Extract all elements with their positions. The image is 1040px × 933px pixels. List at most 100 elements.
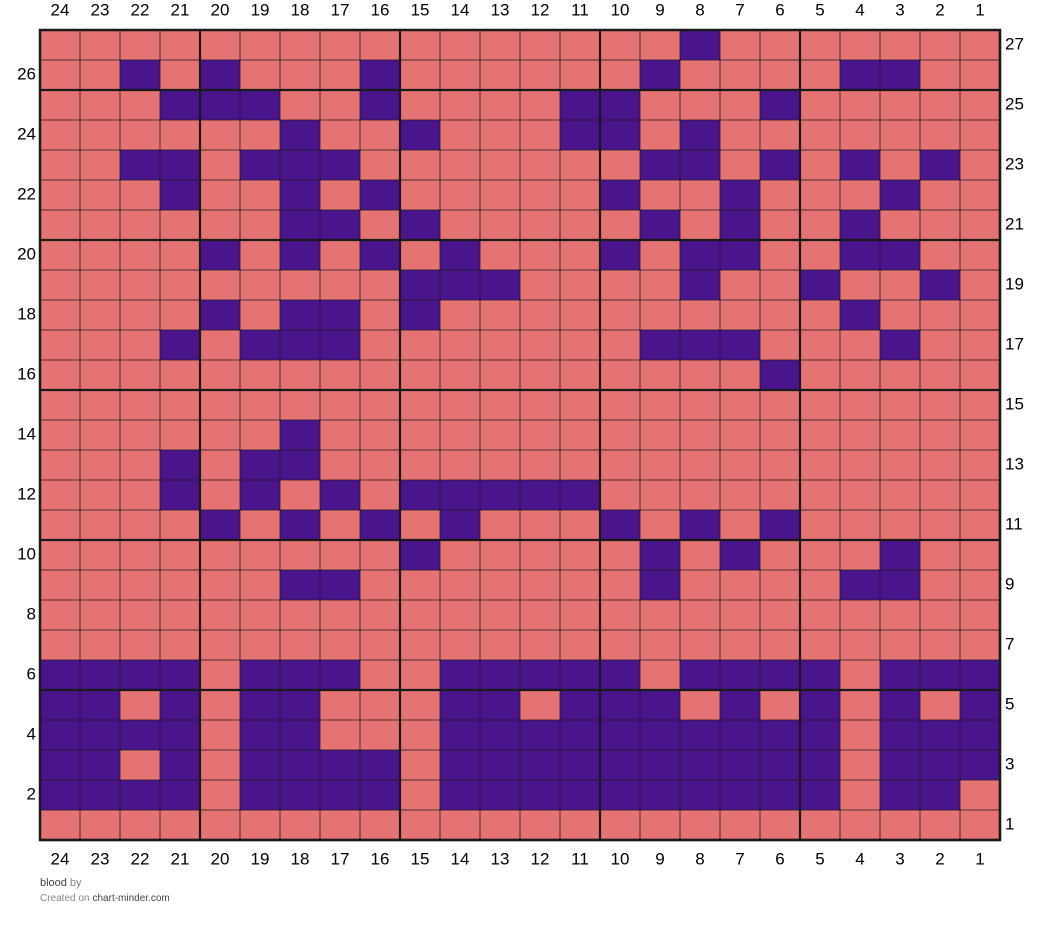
cell-r8-c15: [400, 600, 440, 630]
cell-r10-c2: [920, 540, 960, 570]
cell-r2-c14: [440, 780, 480, 810]
cell-r1-c12: [520, 810, 560, 840]
cell-r18-c18: [280, 300, 320, 330]
col-label-bottom: 1: [975, 849, 984, 868]
cell-r4-c18: [280, 720, 320, 750]
cell-r5-c24: [40, 690, 80, 720]
cell-r22-c21: [160, 180, 200, 210]
credit-line: Created on chart-minder.com: [40, 893, 170, 904]
cell-r19-c11: [560, 270, 600, 300]
cell-r10-c1: [960, 540, 1000, 570]
cell-r10-c12: [520, 540, 560, 570]
cell-r20-c21: [160, 240, 200, 270]
cell-r24-c23: [80, 120, 120, 150]
cell-r26-c15: [400, 60, 440, 90]
cell-r17-c23: [80, 330, 120, 360]
cell-r7-c9: [640, 630, 680, 660]
cell-r12-c12: [520, 480, 560, 510]
cell-r24-c21: [160, 120, 200, 150]
cell-r9-c5: [800, 570, 840, 600]
cell-r27-c6: [760, 30, 800, 60]
cell-r16-c12: [520, 360, 560, 390]
row-label-left: 20: [17, 244, 36, 263]
cell-r7-c13: [480, 630, 520, 660]
cell-r1-c17: [320, 810, 360, 840]
cell-r15-c4: [840, 390, 880, 420]
cell-r23-c6: [760, 150, 800, 180]
cell-r22-c6: [760, 180, 800, 210]
cell-r27-c7: [720, 30, 760, 60]
cell-r13-c1: [960, 450, 1000, 480]
col-label-top: 9: [655, 0, 664, 19]
cell-r5-c11: [560, 690, 600, 720]
cell-r3-c5: [800, 750, 840, 780]
col-label-top: 6: [775, 0, 784, 19]
col-label-bottom: 23: [91, 849, 110, 868]
cell-r18-c23: [80, 300, 120, 330]
cell-r25-c10: [600, 90, 640, 120]
cell-r23-c19: [240, 150, 280, 180]
cell-r25-c18: [280, 90, 320, 120]
cell-r21-c7: [720, 210, 760, 240]
cell-r13-c20: [200, 450, 240, 480]
cell-r25-c6: [760, 90, 800, 120]
cell-r13-c21: [160, 450, 200, 480]
cell-r25-c13: [480, 90, 520, 120]
cell-r6-c5: [800, 660, 840, 690]
row-label-left: 2: [27, 784, 36, 803]
cell-r5-c19: [240, 690, 280, 720]
cell-r9-c14: [440, 570, 480, 600]
cell-r18-c16: [360, 300, 400, 330]
cell-r13-c3: [880, 450, 920, 480]
cell-r14-c10: [600, 420, 640, 450]
cell-r4-c12: [520, 720, 560, 750]
cell-r22-c1: [960, 180, 1000, 210]
cell-r23-c21: [160, 150, 200, 180]
cell-r19-c20: [200, 270, 240, 300]
cell-r12-c19: [240, 480, 280, 510]
cell-r2-c9: [640, 780, 680, 810]
cell-r27-c18: [280, 30, 320, 60]
cell-r12-c7: [720, 480, 760, 510]
cell-r16-c23: [80, 360, 120, 390]
cell-r11-c16: [360, 510, 400, 540]
cell-r17-c20: [200, 330, 240, 360]
cell-r24-c17: [320, 120, 360, 150]
cell-r16-c7: [720, 360, 760, 390]
cell-r21-c13: [480, 210, 520, 240]
cell-r18-c20: [200, 300, 240, 330]
cell-r6-c17: [320, 660, 360, 690]
chart-title: blood: [40, 877, 67, 889]
cell-r1-c19: [240, 810, 280, 840]
cell-r20-c12: [520, 240, 560, 270]
cell-r11-c24: [40, 510, 80, 540]
cell-r19-c16: [360, 270, 400, 300]
cell-r1-c15: [400, 810, 440, 840]
cell-r25-c11: [560, 90, 600, 120]
cell-r25-c23: [80, 90, 120, 120]
cell-r27-c13: [480, 30, 520, 60]
cell-r9-c19: [240, 570, 280, 600]
cell-r5-c6: [760, 690, 800, 720]
cell-r21-c23: [80, 210, 120, 240]
by-text: by: [69, 877, 82, 889]
cell-r22-c8: [680, 180, 720, 210]
cell-r16-c17: [320, 360, 360, 390]
credit-link[interactable]: chart-minder.com: [92, 893, 170, 904]
cell-r21-c8: [680, 210, 720, 240]
cell-r19-c12: [520, 270, 560, 300]
row-label-right: 17: [1005, 334, 1024, 353]
cell-r5-c14: [440, 690, 480, 720]
cell-r4-c8: [680, 720, 720, 750]
cell-r17-c22: [120, 330, 160, 360]
cell-r15-c17: [320, 390, 360, 420]
cell-r23-c16: [360, 150, 400, 180]
cell-r8-c1: [960, 600, 1000, 630]
cell-r22-c9: [640, 180, 680, 210]
col-label-top: 24: [51, 0, 70, 19]
cell-r19-c13: [480, 270, 520, 300]
cell-r7-c14: [440, 630, 480, 660]
cell-r8-c4: [840, 600, 880, 630]
cell-r11-c15: [400, 510, 440, 540]
